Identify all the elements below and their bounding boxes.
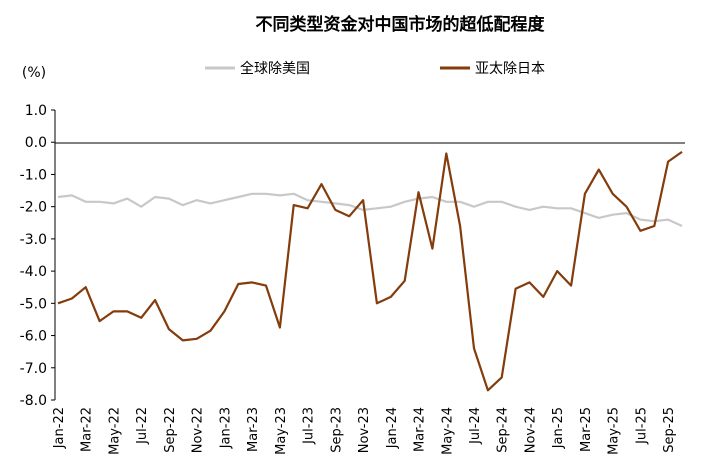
y-tick-label: -5.0	[20, 296, 47, 312]
series-line-global-ex-us	[57, 192, 683, 227]
chart-title: 不同类型资金对中国市场的超低配程度	[256, 14, 546, 35]
x-tick-label: Sep-22	[163, 407, 178, 453]
y-tick-label: -3.0	[20, 232, 47, 248]
x-tick-label: May-24	[440, 407, 455, 455]
x-tick-label: Jul-25	[634, 407, 649, 445]
y-tick-label: -2.0	[20, 200, 47, 216]
legend-label-apac-ex-japan: 亚太除日本	[475, 61, 545, 77]
x-tick-label: Sep-24	[496, 407, 511, 453]
x-tick-label: Jan-25	[551, 407, 566, 449]
x-tick-label: Mar-23	[246, 407, 261, 452]
x-tick-label: Mar-25	[579, 407, 594, 452]
x-tick-label: Nov-22	[191, 407, 206, 453]
x-tick-label: May-22	[107, 407, 122, 455]
legend: 全球除美国 亚太除日本	[205, 60, 545, 77]
x-tick-label: Jul-23	[302, 407, 317, 445]
x-tick-label: Sep-23	[329, 407, 344, 453]
legend-label-global-ex-us: 全球除美国	[240, 60, 310, 77]
y-tick-label: -1.0	[20, 167, 47, 183]
x-tick-label: Jul-22	[135, 407, 150, 445]
x-axis-ticks: Jan-22 Mar-22 May-22 Jul-22 Sep-22 Nov-22 Jan-…	[52, 407, 677, 455]
y-axis-ticks: 1.0 0.0 -1.0 -2.0 -3.0 -4.0 -5.0 -6.0 -7.0 -8.0	[20, 103, 55, 409]
x-tick-label: May-23	[274, 407, 289, 455]
x-tick-label: Mar-22	[80, 407, 95, 452]
y-tick-label: -4.0	[20, 264, 47, 280]
x-tick-label: Mar-24	[413, 407, 428, 452]
y-tick-label: -8.0	[20, 393, 47, 409]
x-tick-label: Jan-22	[52, 407, 67, 449]
x-tick-label: Nov-23	[357, 407, 372, 453]
x-tick-label: Nov-24	[523, 407, 538, 453]
y-axis-unit: (%)	[22, 65, 46, 81]
y-tick-label: -7.0	[20, 361, 47, 377]
series-layer	[57, 150, 683, 392]
series-line-apac-ex-japan	[57, 150, 683, 392]
x-tick-label: Jan-23	[218, 407, 233, 449]
x-tick-label: May-25	[607, 407, 622, 455]
y-tick-label: 1.0	[25, 103, 47, 119]
x-tick-label: Jul-24	[468, 407, 483, 445]
y-tick-label: -6.0	[20, 329, 47, 345]
x-tick-label: Sep-25	[662, 407, 677, 453]
y-tick-label: 0.0	[25, 135, 47, 151]
x-tick-label: Jan-24	[385, 407, 400, 449]
